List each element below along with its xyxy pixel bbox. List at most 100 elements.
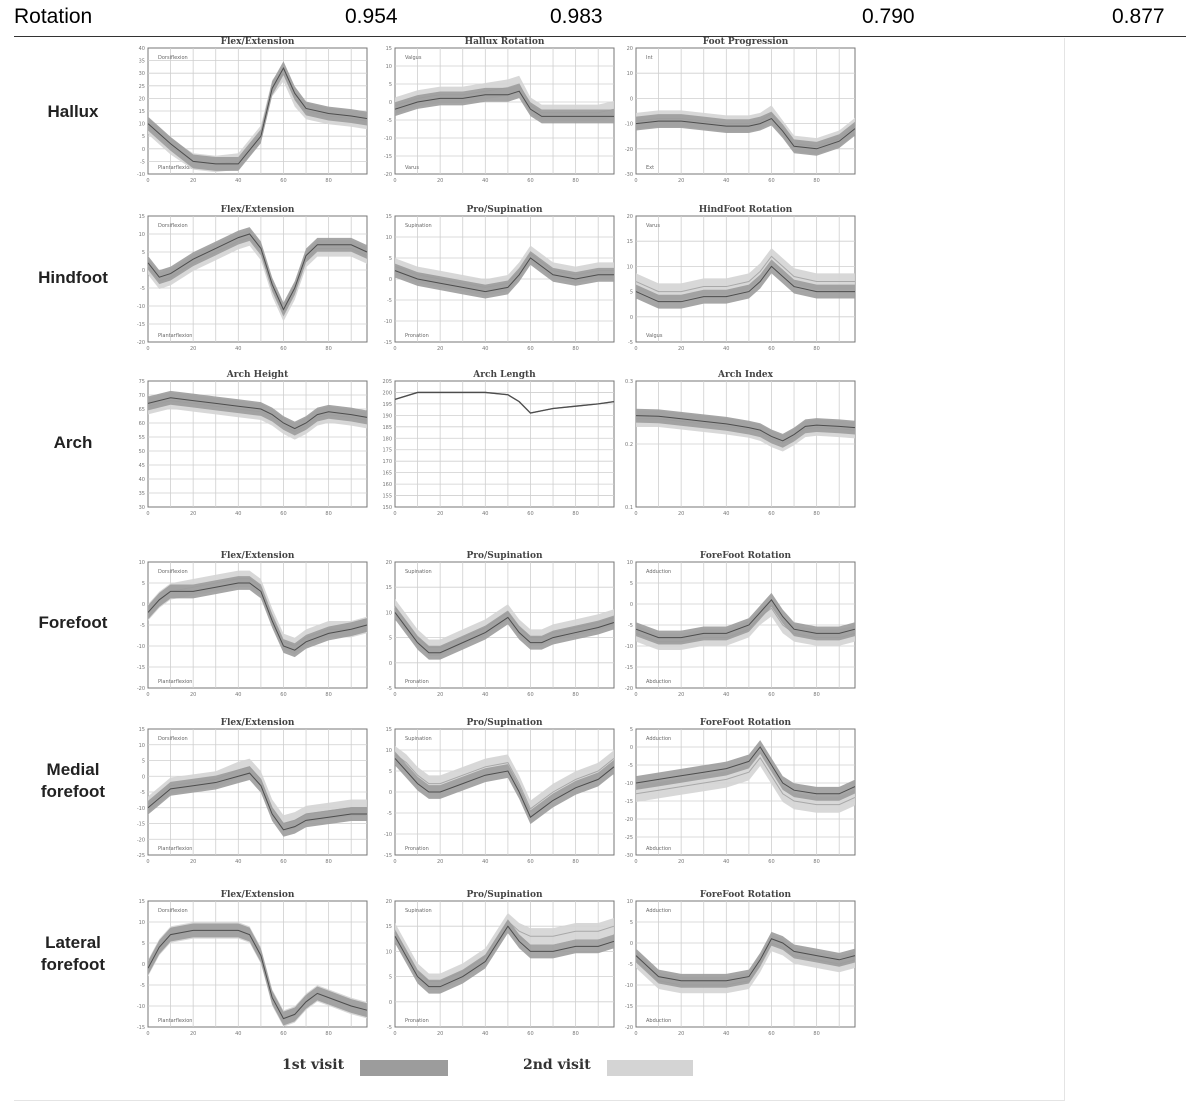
panel-title: Foot Progression [703,37,789,47]
y-tick-label: -15 [384,340,392,346]
panel-18: ForeFoot Rotation -20 -15 -10 -5 0 5 10 0 20 40 60 8… [625,890,856,1037]
table-row: Rotation 0.954 0.983 0.790 0.877 [0,0,1200,36]
series-band-1st-visit [636,408,855,448]
series-line-1st-visit [635,938,856,982]
y-tick-label: -20 [384,172,392,178]
y-tick-label: -10 [137,172,145,178]
y-tick-label: -15 [625,1004,633,1010]
y-tick-label: -5 [387,118,392,124]
series-line-2nd-visit [635,756,856,806]
y-tick-label: -30 [625,853,633,859]
y-tick-label: 0 [630,96,633,102]
x-tick-label: 0 [634,178,637,184]
x-tick-label: 80 [572,346,578,352]
y-tick-label: -5 [387,298,392,304]
series-line-1st-visit [635,117,856,150]
panel-title: Pro/Supination [466,205,543,215]
x-tick-label: 40 [482,511,488,517]
y-tick-label: 200 [382,390,392,396]
panel-annotation-top: Varus [646,223,660,229]
y-tick-label: 15 [139,214,145,220]
x-tick-label: 80 [813,859,819,865]
x-tick-label: 0 [393,1031,396,1037]
y-tick-label: -10 [384,136,392,142]
y-tick-label: 5 [142,250,145,256]
y-tick-label: 20 [627,214,633,220]
series-band-1st-visit [148,923,367,1026]
y-tick-label: 5 [630,581,633,587]
y-tick-label: 185 [382,425,392,431]
series-line-1st-visit [147,397,368,430]
y-tick-label: -20 [625,1025,633,1031]
y-tick-label: 180 [382,436,392,442]
panel-annotation-bottom: Varus [405,165,419,171]
x-tick-label: 40 [235,859,241,865]
y-tick-label: 20 [627,46,633,52]
x-tick-label: 20 [437,346,443,352]
x-tick-label: 0 [146,1031,149,1037]
x-tick-label: 40 [482,859,488,865]
series-line-1st-visit [635,746,856,795]
y-tick-label: -15 [625,665,633,671]
y-tick-label: 0 [630,941,633,947]
series-band-1st-visit [636,592,855,645]
y-tick-label: -10 [137,1004,145,1010]
y-tick-label: 0.2 [625,442,633,448]
y-tick-label: 0 [389,100,392,106]
series-line-1st-visit [394,90,614,117]
x-tick-label: 60 [280,1031,286,1037]
panel-annotation-top: Valgus [405,55,422,61]
panel-7: Arch Height 30 35 40 45 50 55 60 65 70 75 0 20 40 60 80 [139,370,368,517]
panel-12: ForeFoot Rotation -20 -15 -10 -5 0 5 10 0 20 40 60 8… [625,551,856,698]
x-tick-label: 20 [190,859,196,865]
y-tick-label: 65 [139,407,145,413]
panel-annotation-top: Dorsiflexion [158,569,188,575]
y-tick-label: 0 [142,602,145,608]
series-line-1st-visit [635,265,855,303]
y-tick-label: -5 [628,763,633,769]
x-tick-label: 60 [768,346,774,352]
row-label-forefoot: Forefoot [38,613,108,632]
panel-1: Flex/Extension -10 -5 0 5 10 15 20 25 30 35 40 0 20 40… [137,37,368,184]
y-tick-label: -10 [625,983,633,989]
y-tick-label: -5 [628,962,633,968]
y-tick-label: -10 [137,644,145,650]
x-tick-label: 20 [190,511,196,517]
x-tick-label: 60 [280,511,286,517]
x-tick-label: 80 [572,178,578,184]
x-tick-label: 0 [146,511,149,517]
panel-15: ForeFoot Rotation -30 -25 -20 -15 -10 -5 0 5 0 20 4… [625,718,856,865]
y-tick-label: 10 [627,71,633,77]
series-band-1st-visit [636,740,855,801]
panel-title: ForeFoot Rotation [700,718,792,728]
x-tick-label: 0 [634,346,637,352]
x-tick-label: 40 [235,178,241,184]
x-tick-label: 0 [634,1031,637,1037]
y-tick-label: 0 [630,602,633,608]
panel-title: Pro/Supination [466,718,543,728]
y-tick-label: 35 [139,59,145,65]
x-tick-label: 80 [325,859,331,865]
table-value-1: 0.954 [345,5,398,28]
y-tick-label: -20 [625,817,633,823]
x-tick-label: 40 [482,178,488,184]
y-tick-label: 0.3 [625,379,633,385]
y-tick-label: -10 [384,832,392,838]
x-tick-label: 0 [393,692,396,698]
y-tick-label: 0 [630,745,633,751]
series-band-1st-visit [395,251,614,299]
x-tick-label: 80 [325,1031,331,1037]
y-tick-label: 5 [142,759,145,765]
panel-9: Arch Index 0.1 0.2 0.3 0 20 40 60 80 [625,370,856,517]
x-tick-label: 80 [813,178,819,184]
y-tick-label: 25 [139,84,145,90]
x-tick-label: 0 [393,511,396,517]
x-tick-label: 80 [325,346,331,352]
series-line-1st-visit [394,758,615,818]
y-tick-label: 45 [139,463,145,469]
y-tick-label: 155 [382,494,392,500]
y-tick-label: 10 [139,743,145,749]
legend-swatch-2nd-visit [607,1060,693,1076]
